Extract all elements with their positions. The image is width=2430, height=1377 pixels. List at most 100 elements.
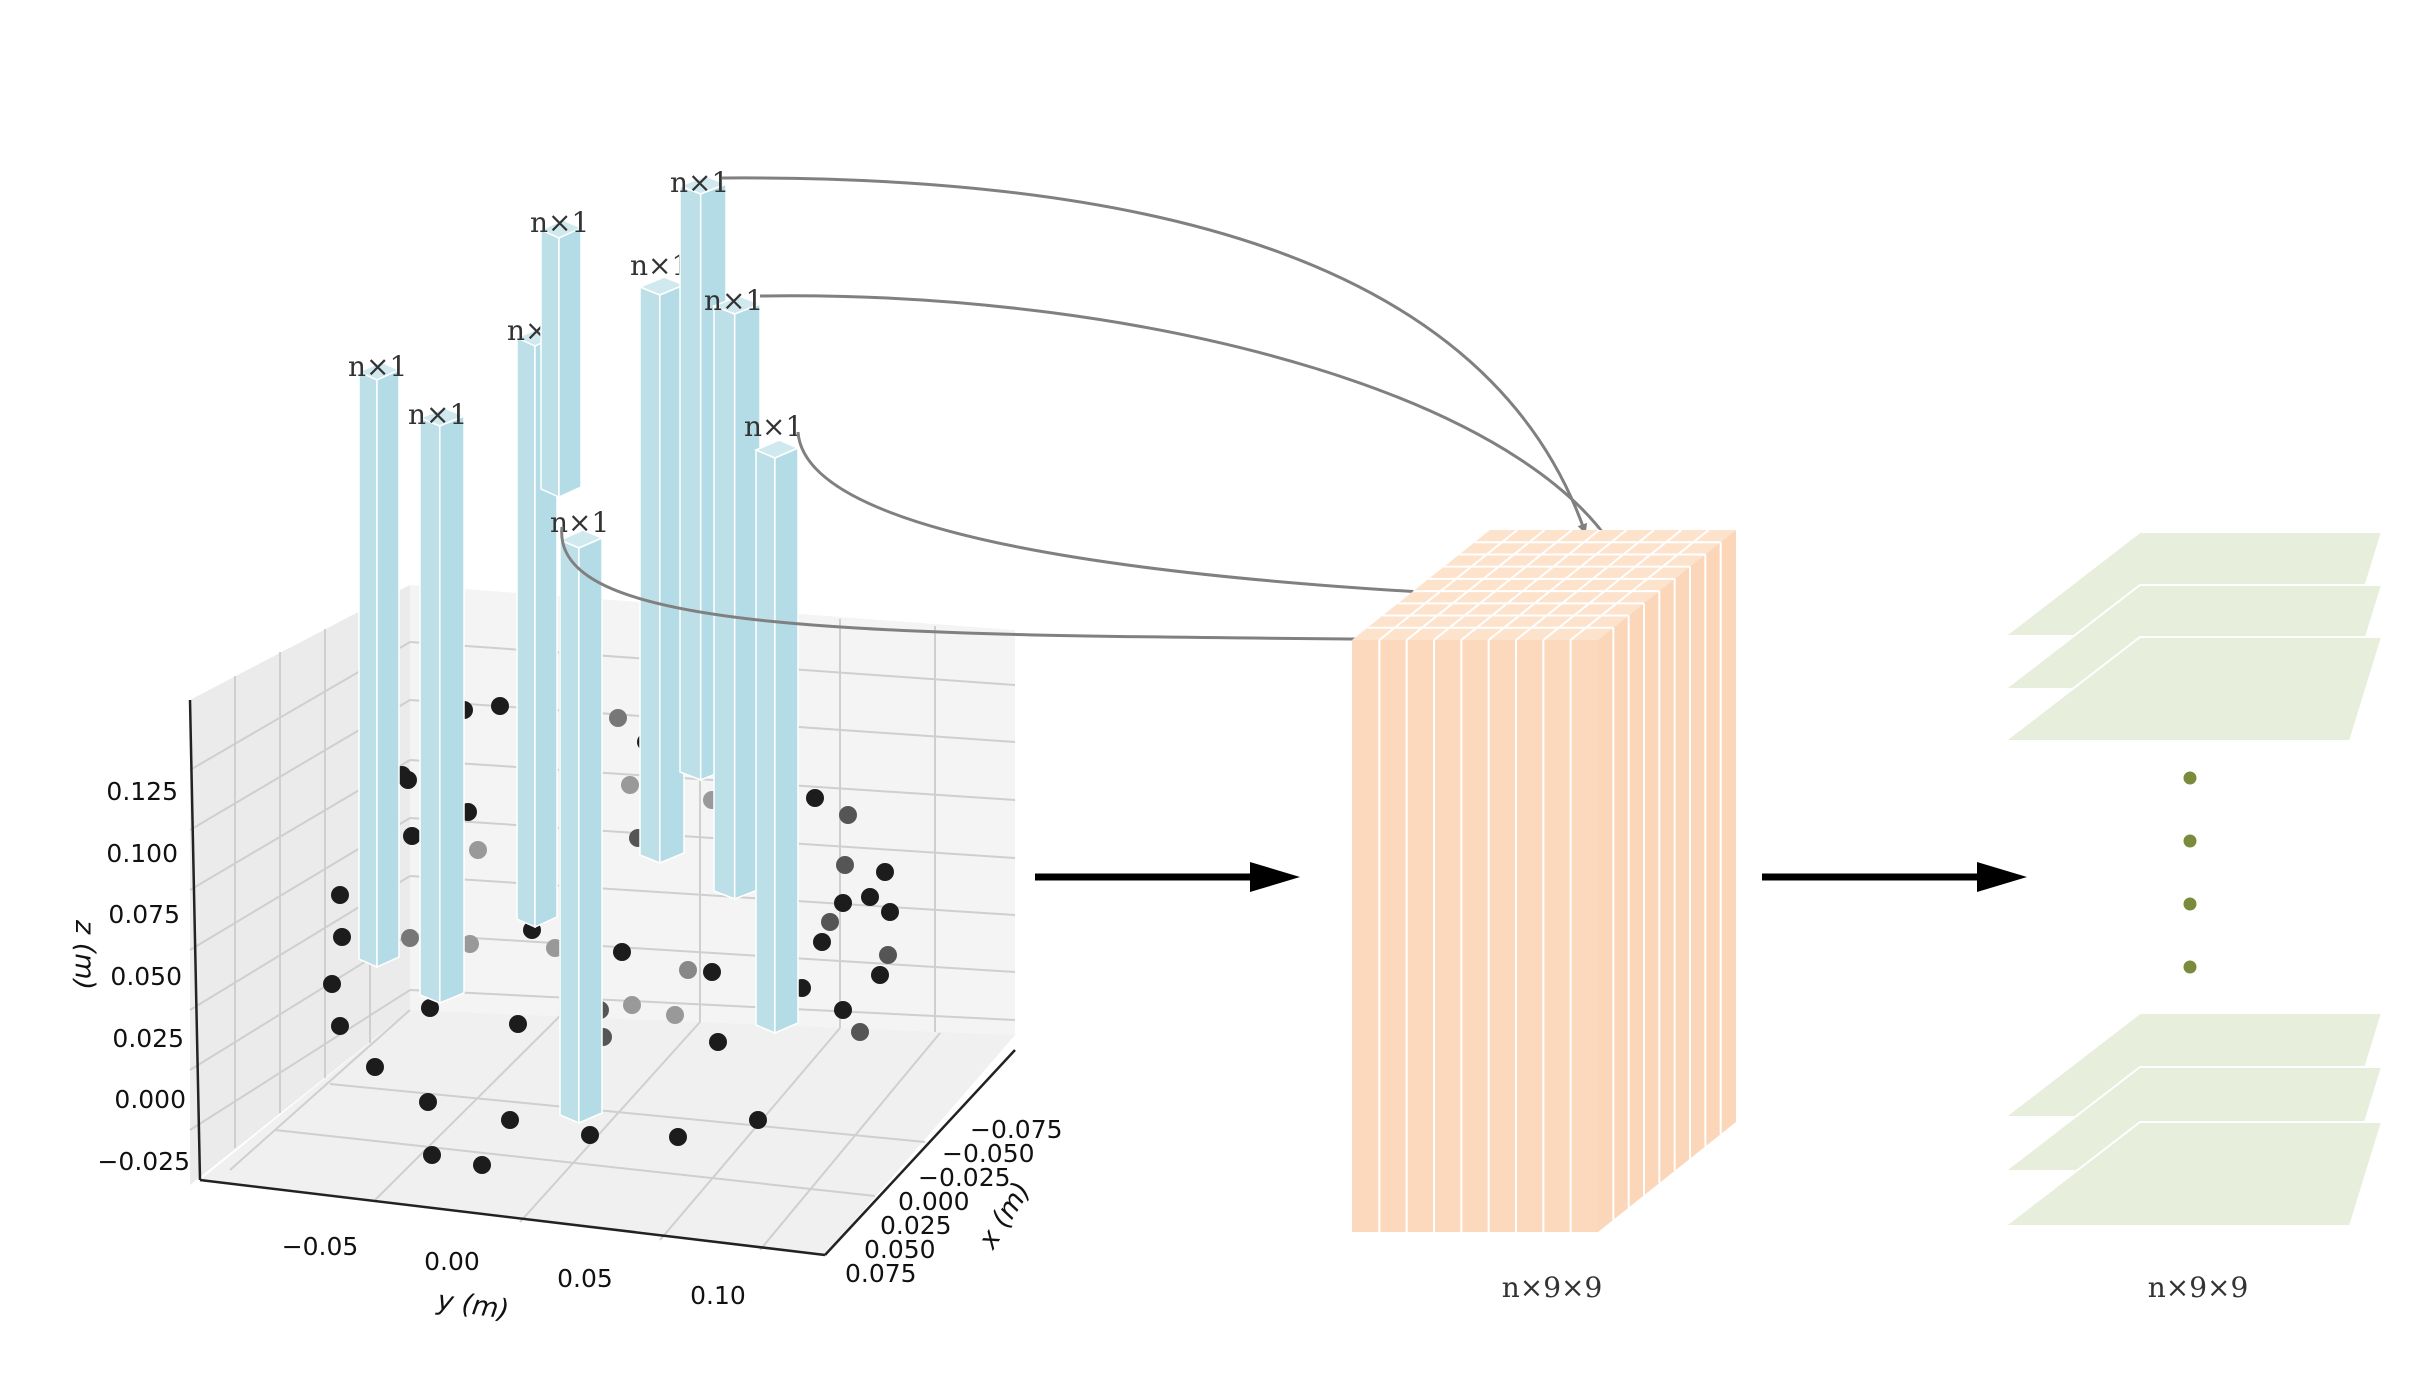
bar-dimension-label: n×1 bbox=[348, 350, 407, 383]
tensor-dimension-label: n×9×9 bbox=[1502, 1271, 1603, 1304]
scatter-point bbox=[669, 1128, 687, 1146]
scatter-point bbox=[679, 961, 697, 979]
scatter-point bbox=[839, 806, 857, 824]
ellipsis-dot bbox=[2183, 771, 2197, 785]
scatter-point bbox=[613, 943, 631, 961]
ellipsis-dot bbox=[2183, 960, 2197, 974]
z-tick-label: 0.100 bbox=[106, 839, 178, 868]
column-bars: n×1n×1n×1n×1n×1n×1n×1n×1n×1 bbox=[348, 166, 803, 1125]
bar-dimension-label: n×1 bbox=[530, 206, 589, 239]
x-tick-label: −0.075 bbox=[970, 1115, 1063, 1144]
scatter-point bbox=[851, 1023, 869, 1041]
tensor-front-face bbox=[1352, 640, 1598, 1232]
scatter-points bbox=[323, 697, 899, 1174]
scatter-point bbox=[403, 827, 421, 845]
z-axis-label: z (m) bbox=[69, 919, 100, 990]
scatter-point bbox=[333, 928, 351, 946]
bar-dimension-label: n×1 bbox=[704, 284, 763, 317]
bar-dimension-label: n×1 bbox=[744, 410, 803, 443]
y-tick-label: 0.00 bbox=[424, 1247, 480, 1276]
thick-arrow-to-tensor bbox=[1035, 862, 1300, 892]
curved-arrow bbox=[759, 294, 1632, 582]
bar-dimension-label: n×1 bbox=[408, 398, 467, 431]
scatter-3d-plot: 0.125 0.100 0.075 0.050 0.025 0.000 −0.0… bbox=[69, 166, 1063, 1326]
scatter-point bbox=[876, 863, 894, 881]
curved-arrow bbox=[721, 176, 1588, 534]
y-tick-labels: −0.05 0.00 0.05 0.10 bbox=[282, 1232, 746, 1310]
scatter-point bbox=[419, 1093, 437, 1111]
scatter-point bbox=[879, 946, 897, 964]
stack-dimension-label: n×9×9 bbox=[2148, 1271, 2249, 1304]
scatter-point bbox=[834, 1001, 852, 1019]
column-bar: n×1 bbox=[530, 206, 589, 499]
scatter-point bbox=[834, 894, 852, 912]
column-bar: n×1 bbox=[408, 398, 467, 1005]
feature-layer bbox=[2002, 636, 2384, 742]
tensor-block bbox=[1352, 529, 1736, 1232]
scatter-point bbox=[501, 1111, 519, 1129]
scatter-point bbox=[621, 776, 639, 794]
scatter-point bbox=[423, 1146, 441, 1164]
scatter-point bbox=[623, 996, 641, 1014]
scatter-point bbox=[666, 1006, 684, 1024]
scatter-point bbox=[881, 903, 899, 921]
scatter-point bbox=[806, 789, 824, 807]
thick-arrow-to-stack bbox=[1762, 862, 2027, 892]
ellipsis-dot bbox=[2183, 897, 2197, 911]
scatter-point bbox=[421, 999, 439, 1017]
scatter-point bbox=[461, 935, 479, 953]
scatter-point bbox=[581, 1126, 599, 1144]
column-bar: n×1 bbox=[348, 350, 407, 969]
z-tick-labels: 0.125 0.100 0.075 0.050 0.025 0.000 −0.0… bbox=[97, 777, 190, 1176]
scatter-point bbox=[366, 1058, 384, 1076]
x-tick-label: 0.050 bbox=[864, 1235, 936, 1264]
tensor-top-face bbox=[1352, 530, 1736, 640]
scatter-point bbox=[473, 1156, 491, 1174]
x-tick-label: 0.025 bbox=[880, 1211, 952, 1240]
x-tick-labels: −0.075 −0.050 −0.025 0.000 0.025 0.050 0… bbox=[845, 1115, 1063, 1288]
tensor-side-face bbox=[1598, 530, 1736, 1232]
column-bar: n×1 bbox=[630, 249, 689, 865]
scatter-point bbox=[331, 886, 349, 904]
feature-layer-stack bbox=[2002, 531, 2384, 1227]
curved-arrow bbox=[560, 526, 1490, 645]
scatter-point bbox=[871, 966, 889, 984]
ellipsis-dots bbox=[2183, 771, 2197, 974]
z-tick-label: 0.025 bbox=[112, 1024, 184, 1053]
scatter-point bbox=[509, 1015, 527, 1033]
bar-dimension-label: n×1 bbox=[670, 166, 729, 199]
x-tick-label: −0.050 bbox=[942, 1139, 1035, 1168]
y-tick-label: 0.10 bbox=[690, 1281, 746, 1310]
bar-dimension-label: n×1 bbox=[550, 506, 609, 539]
y-tick-label: 0.05 bbox=[557, 1264, 613, 1293]
scatter-point bbox=[323, 975, 341, 993]
column-bar: n×1 bbox=[550, 506, 609, 1125]
scatter-point bbox=[861, 888, 879, 906]
floor-pane bbox=[200, 1010, 1015, 1255]
z-tick-label: 0.125 bbox=[106, 777, 178, 806]
scatter-point bbox=[821, 913, 839, 931]
scatter-point bbox=[609, 709, 627, 727]
ellipsis-dot bbox=[2183, 834, 2197, 848]
y-axis-label: y (m) bbox=[434, 1285, 511, 1326]
z-tick-label: 0.050 bbox=[110, 962, 182, 991]
scatter-point bbox=[469, 841, 487, 859]
feature-layer bbox=[2002, 1121, 2384, 1227]
scatter-point bbox=[749, 1111, 767, 1129]
column-bar: n×1 bbox=[744, 410, 803, 1035]
scatter-point bbox=[813, 933, 831, 951]
z-tick-label: 0.000 bbox=[114, 1085, 186, 1114]
scatter-point bbox=[331, 1017, 349, 1035]
x-tick-label: 0.075 bbox=[845, 1259, 917, 1288]
scatter-point bbox=[703, 963, 721, 981]
y-tick-label: −0.05 bbox=[282, 1232, 359, 1261]
scatter-point bbox=[401, 929, 419, 947]
z-tick-label: 0.075 bbox=[108, 900, 180, 929]
axis-lines bbox=[188, 699, 1016, 1257]
scatter-point bbox=[491, 697, 509, 715]
z-tick-label: −0.025 bbox=[97, 1147, 190, 1176]
x-tick-label: −0.025 bbox=[918, 1163, 1011, 1192]
column-bar: n×1 bbox=[704, 284, 763, 901]
flow-arrows bbox=[1035, 862, 2027, 892]
